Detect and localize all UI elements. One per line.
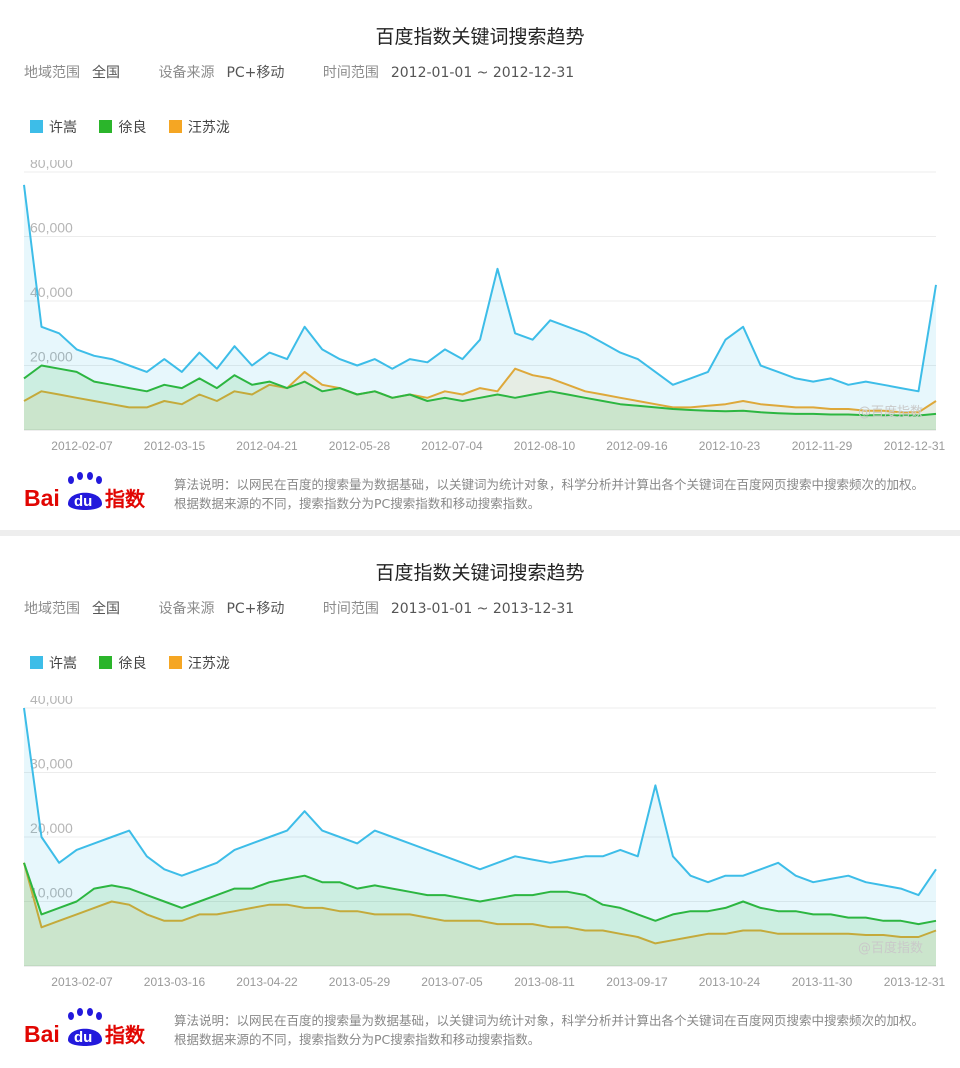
x-tick-label: 2013-04-22 [236,975,298,989]
series-line-xu-liang[interactable] [23,862,937,926]
legend-label: 汪苏泷 [187,656,230,672]
page-title: 百度指数关键词搜索趋势 [375,562,585,584]
panel-divider [0,530,960,536]
legend-item-xu-liang[interactable]: 徐良 [99,653,146,673]
svg-text:du: du [74,1029,92,1046]
series-area-xu-song [24,708,936,966]
legend-item-wang-sulong[interactable]: 汪苏泷 [168,653,230,673]
page-title: 百度指数关键词搜索趋势 [375,26,585,48]
region-label: 地域范围 [24,65,80,81]
y-tick-label: 80,000 [30,160,73,171]
series-line-xu-song[interactable] [23,707,937,897]
x-tick-label: 2013-03-16 [144,975,206,989]
algorithm-note: 算法说明：以网民在百度的搜索量为数据基础，以关键词为统计对象，科学分析并计算出各… [174,477,925,511]
time-value[interactable]: 2013-01-01 ~ 2013-12-31 [390,601,575,617]
series-line-wang-sulong[interactable] [23,367,937,414]
x-tick-label: 2013-10-24 [699,975,761,989]
watermark: @百度指数 [858,940,923,956]
device-value[interactable]: PC+移动 [226,65,285,81]
device-value[interactable]: PC+移动 [226,601,285,617]
x-tick-label: 2013-11-30 [792,975,853,989]
y-tick-label: 20,000 [30,349,73,365]
watermark: @百度指数 [858,404,923,420]
legend-swatch [168,120,182,133]
svg-text:Bai: Bai [24,485,60,511]
x-tick-label: 2012-08-10 [514,439,576,453]
svg-text:du: du [74,493,92,510]
chart-footer: Bai du 指数 算法说明：以网民在百度的搜索量为数据基础，以关键词为统计对象… [24,472,944,520]
legend-label: 徐良 [118,656,147,672]
x-tick-label: 2012-04-21 [236,439,298,453]
time-value[interactable]: 2012-01-01 ~ 2012-12-31 [390,65,575,81]
series-line-xu-song[interactable] [23,184,937,393]
legend-swatch [30,656,43,669]
x-tick-label: 2012-07-04 [421,439,483,453]
x-tick-label: 2012-12-31 [884,439,946,453]
y-tick-label: 60,000 [30,220,73,236]
legend-label: 许嵩 [49,656,77,672]
filter-bar: 地域范围 全国 设备来源 PC+移动 时间范围 2012-01-01 ~ 2012-1… [24,62,574,82]
legend-label: 徐良 [118,120,147,136]
chart-panel-2012: 百度指数关键词搜索趋势 地域范围 全国 设备来源 PC+移动 时间范围 2012-01… [0,0,960,530]
chart-footer: Bai du 指数 算法说明：以网民在百度的搜索量为数据基础，以关键词为统计对象… [24,1008,944,1056]
device-label: 设备来源 [158,601,215,617]
legend-label: 汪苏泷 [187,120,230,136]
x-tick-label: 2012-09-16 [606,439,668,453]
legend-swatch [30,120,43,133]
time-label: 时间范围 [322,65,379,81]
time-label: 时间范围 [322,601,379,617]
legend-item-xu-song[interactable]: 许嵩 [30,117,77,137]
svg-text:Bai: Bai [24,1021,60,1047]
y-tick-label: 30,000 [30,756,73,772]
x-tick-label: 2012-05-28 [329,439,391,453]
series-line-wang-sulong[interactable] [23,862,937,945]
svg-text:指数: 指数 [105,487,146,511]
chart-legend: 许嵩 徐良 汪苏泷 [30,117,248,137]
legend-swatch [99,120,113,133]
x-tick-label: 2013-12-31 [884,975,946,989]
series-area-wang-sulong [24,862,936,966]
filter-bar: 地域范围 全国 设备来源 PC+移动 时间范围 2013-01-01 ~ 2013-1… [24,598,574,618]
legend-label: 许嵩 [49,120,77,136]
y-tick-label: 40,000 [30,696,73,707]
x-tick-label: 2013-08-11 [514,975,575,989]
x-tick-label: 2013-02-07 [51,975,113,989]
chart-legend: 许嵩 徐良 汪苏泷 [30,653,248,673]
x-tick-label: 2012-03-15 [144,439,206,453]
x-tick-label: 2012-02-07 [51,439,113,453]
x-tick-label: 2013-05-29 [329,975,391,989]
x-tick-label: 2012-10-23 [699,439,761,453]
series-line-xu-liang[interactable] [23,364,937,417]
series-area-xu-liang [24,862,936,966]
series-area-xu-song [24,184,936,430]
legend-swatch [168,656,182,669]
y-tick-label: 40,000 [30,284,73,300]
svg-text:指数: 指数 [105,1023,146,1047]
x-tick-label: 2013-09-17 [606,975,668,989]
legend-item-wang-sulong[interactable]: 汪苏泷 [168,117,230,137]
chart-panel-2013: 百度指数关键词搜索趋势 地域范围 全国 设备来源 PC+移动 时间范围 2013-01… [0,536,960,1068]
baidu-logo: Bai du 指数 [24,472,146,511]
region-value[interactable]: 全国 [92,65,120,81]
x-tick-label: 2013-07-05 [421,975,483,989]
baidu-logo: Bai du 指数 [24,1008,146,1047]
series-area-wang-sulong [24,368,936,430]
legend-item-xu-liang[interactable]: 徐良 [99,117,146,137]
legend-item-xu-song[interactable]: 许嵩 [30,653,77,673]
y-tick-label: 10,000 [30,885,73,901]
device-label: 设备来源 [158,65,215,81]
region-label: 地域范围 [24,601,80,617]
series-area-xu-liang [24,365,936,430]
x-tick-label: 2012-11-29 [792,439,853,453]
legend-swatch [99,656,113,669]
algorithm-note: 算法说明：以网民在百度的搜索量为数据基础，以关键词为统计对象，科学分析并计算出各… [174,1013,925,1047]
region-value[interactable]: 全国 [92,601,120,617]
trend-chart[interactable]: 20,000 40,000 60,000 80,000 @百度指数 2012-02-07 2… [0,160,960,460]
